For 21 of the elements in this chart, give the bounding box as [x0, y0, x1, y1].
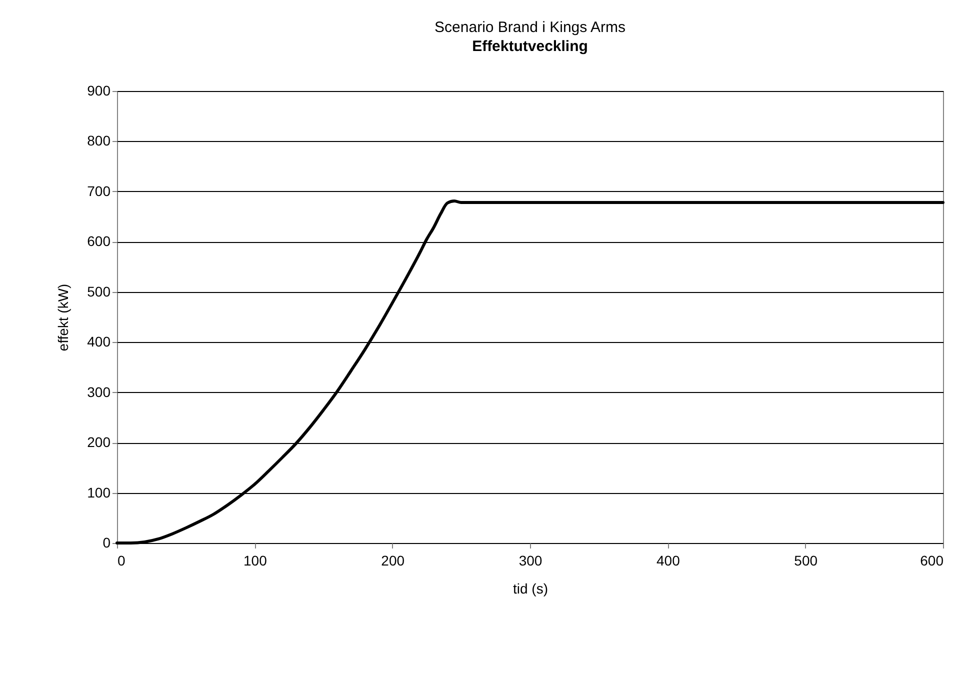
x-tick-label: 300	[518, 552, 542, 568]
y-axis-title: effekt (kW)	[55, 284, 72, 352]
x-tick-label: 100	[243, 552, 268, 568]
y-tick-label: 400	[87, 334, 111, 350]
y-tick-label: 900	[87, 82, 111, 98]
y-tick-label: 300	[87, 384, 111, 400]
y-tick-label: 600	[87, 233, 111, 250]
y-tick-label: 200	[87, 434, 111, 450]
y-tick-label: 0	[102, 534, 111, 550]
x-tick-label: 0	[118, 552, 126, 568]
x-tick-label: 200	[381, 552, 405, 568]
x-tick-label: 600	[920, 552, 944, 568]
chart-title: Scenario Brand i Kings Arms	[434, 19, 626, 36]
x-tick-label: 400	[656, 552, 680, 568]
y-tick-label: 500	[87, 283, 111, 300]
y-tick-label: 800	[87, 132, 111, 149]
chart-subtitle: Effektutveckling	[472, 38, 588, 55]
x-axis-title: tid (s)	[513, 580, 548, 596]
y-tick-label: 700	[87, 182, 111, 199]
x-tick-label: 500	[794, 552, 818, 568]
y-tick-label: 100	[87, 484, 111, 500]
